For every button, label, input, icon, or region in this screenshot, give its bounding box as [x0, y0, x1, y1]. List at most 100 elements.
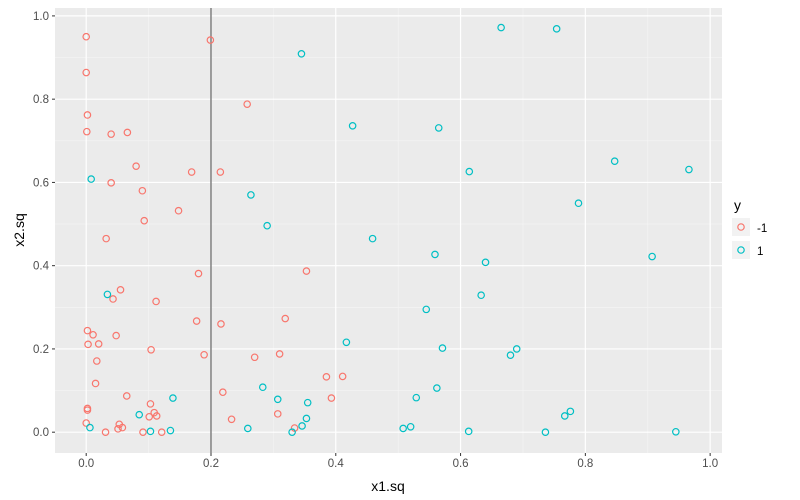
x-tick-label: 0.0 — [78, 458, 94, 470]
point-series-1 — [648, 252, 656, 261]
point-series-neg1 — [322, 373, 331, 381]
point-series-1 — [342, 338, 351, 347]
point-series-1 — [368, 234, 377, 243]
point-series-neg1 — [93, 357, 101, 365]
point-series-1 — [297, 49, 306, 58]
point-series-1 — [166, 426, 175, 435]
point-series-neg1 — [200, 350, 208, 359]
point-series-neg1 — [194, 269, 203, 278]
point-series-neg1 — [116, 286, 125, 294]
point-series-1 — [247, 191, 255, 199]
point-series-1 — [422, 305, 431, 314]
point-series-neg1 — [217, 320, 225, 328]
point-series-neg1 — [82, 32, 90, 41]
point-series-neg1 — [82, 419, 90, 427]
y-tick-label: 0.2 — [33, 344, 49, 356]
point-series-neg1 — [109, 295, 117, 303]
point-series-1 — [672, 427, 680, 436]
point-series-neg1 — [152, 412, 161, 420]
point-series-1 — [431, 250, 439, 259]
point-series-neg1 — [122, 392, 131, 400]
point-series-neg1 — [138, 186, 147, 195]
point-series-1 — [263, 221, 271, 230]
y-tick-label: 0.8 — [33, 94, 49, 106]
point-series-1 — [481, 258, 490, 267]
point-series-neg1 — [139, 428, 147, 436]
point-series-neg1 — [250, 353, 259, 362]
point-series-1 — [348, 122, 357, 130]
legend-key-1 — [732, 241, 750, 259]
point-series-neg1 — [174, 206, 183, 215]
plot-panel — [55, 8, 722, 453]
point-series-neg1 — [83, 111, 92, 119]
point-series-neg1 — [107, 130, 115, 138]
point-series-1 — [273, 395, 282, 404]
point-series-1 — [412, 393, 421, 402]
point-series-neg1 — [216, 168, 225, 176]
y-axis-label: x2.sq — [11, 213, 27, 246]
point-series-neg1 — [101, 428, 110, 436]
y-tick-label: 0.4 — [33, 261, 50, 273]
x-tick-label: 0.6 — [453, 458, 469, 470]
point-series-1 — [146, 427, 155, 436]
point-series-neg1 — [275, 350, 284, 358]
point-series-neg1 — [227, 415, 236, 424]
point-series-1 — [135, 410, 144, 419]
point-series-neg1 — [112, 331, 120, 340]
point-series-1 — [574, 199, 583, 208]
point-series-1 — [258, 383, 267, 392]
point-series-1 — [406, 422, 415, 431]
point-series-neg1 — [114, 425, 122, 433]
point-series-1 — [86, 423, 94, 432]
point-series-neg1 — [281, 314, 290, 323]
point-series-neg1 — [146, 400, 155, 408]
point-series-1 — [303, 398, 312, 407]
point-series-1 — [298, 422, 306, 430]
point-series-neg1 — [152, 297, 160, 306]
point-series-1 — [438, 344, 447, 352]
point-series-neg1 — [83, 127, 91, 136]
point-series-1 — [169, 394, 177, 402]
point-series-1 — [506, 351, 515, 359]
point-series-1 — [610, 157, 619, 165]
point-series-neg1 — [243, 100, 251, 108]
point-series-neg1 — [147, 345, 155, 354]
point-series-1 — [434, 124, 443, 132]
point-series-1 — [477, 291, 485, 300]
point-series-1 — [497, 23, 505, 32]
legend-label-1: 1 — [757, 246, 763, 258]
legend-label-neg1: -1 — [757, 223, 767, 235]
points — [82, 23, 693, 436]
point-series-neg1 — [82, 68, 90, 77]
legend-marker-neg1 — [737, 223, 745, 231]
point-series-neg1 — [83, 406, 92, 414]
point-series-1 — [552, 25, 561, 33]
y-tick-label: 1.0 — [33, 11, 49, 23]
point-series-1 — [685, 165, 693, 174]
point-series-1 — [512, 345, 521, 353]
point-series-1 — [433, 384, 441, 392]
point-series-1 — [103, 290, 112, 299]
x-tick-label: 1.0 — [702, 458, 718, 470]
point-series-neg1 — [84, 340, 92, 349]
point-series-neg1 — [219, 388, 227, 397]
point-series-1 — [560, 412, 569, 420]
point-series-neg1 — [302, 267, 311, 275]
point-series-1 — [288, 428, 296, 436]
point-series-1 — [566, 407, 575, 416]
legend-key-neg1 — [732, 218, 750, 236]
point-series-1 — [464, 427, 473, 436]
point-series-neg1 — [327, 394, 336, 402]
point-series-neg1 — [145, 412, 154, 421]
point-series-neg1 — [140, 216, 149, 225]
point-series-1 — [541, 428, 550, 436]
point-series-neg1 — [192, 317, 201, 325]
point-series-1 — [302, 414, 311, 423]
point-series-neg1 — [118, 423, 127, 432]
point-series-neg1 — [132, 162, 140, 170]
y-tick-label: 0.6 — [33, 177, 49, 189]
point-series-neg1 — [338, 372, 347, 381]
x-tick-label: 0.2 — [203, 458, 219, 470]
